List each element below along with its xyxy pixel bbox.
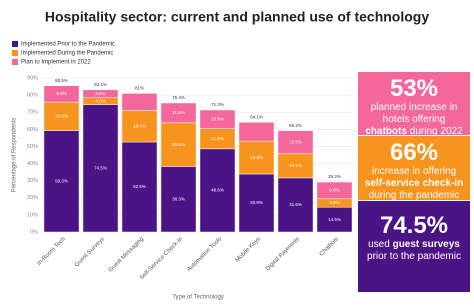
bar-segment — [160, 166, 197, 233]
y-axis-label: Percentage of Respondents — [12, 118, 18, 192]
legend-label: Implemented During the Pandemic — [21, 51, 113, 57]
legend-label: Implemented Prior to the Pandemic — [21, 42, 115, 48]
total-label: 64.1% — [250, 115, 263, 120]
y-tick-label: 20% — [27, 195, 38, 201]
y-tick-label: 50% — [27, 144, 38, 150]
bar-segment — [121, 141, 158, 233]
bar-segment — [82, 104, 119, 233]
value-label: 18.4% — [133, 123, 146, 128]
x-tick-label: Chatbots — [319, 236, 340, 257]
stat-text: planned increase in hotels offering chat… — [362, 102, 466, 138]
legend-label: Plan to Implement in 2022 — [21, 60, 91, 66]
value-label: 11.6% — [172, 110, 184, 115]
total-label: 29.2% — [328, 174, 341, 179]
bar-segment — [43, 85, 80, 103]
x-tick-label: In-Room Tech — [36, 236, 67, 267]
y-tick-label: 80% — [27, 93, 38, 99]
value-label: 31.6% — [289, 202, 302, 207]
bar-segment — [82, 89, 119, 98]
y-tick-label: 0% — [30, 229, 38, 235]
value-label: 74.5% — [94, 165, 107, 170]
value-label: 59.3% — [55, 178, 68, 183]
bar-segment — [199, 109, 236, 129]
total-label: 75.4% — [172, 95, 185, 100]
y-tick-label: 30% — [27, 178, 38, 184]
value-label: 48.6% — [211, 188, 224, 193]
stat-text: used guest surveys prior to the pandemic — [362, 239, 466, 263]
y-tick-label: 40% — [27, 161, 38, 167]
value-label: 19.2% — [250, 155, 263, 160]
x-axis-label: Type of Technology — [172, 295, 224, 301]
value-label: 38.3% — [172, 196, 185, 201]
value-label: 13.5% — [289, 139, 302, 144]
value-label: 10.9% — [211, 117, 224, 122]
stat-text: increase in offering self-service check-… — [362, 166, 466, 202]
value-label: 4.6% — [95, 91, 105, 96]
total-label: 71.3% — [211, 102, 224, 107]
value-label: 9.6% — [56, 91, 66, 96]
stat-text-part: increase in offering — [371, 166, 457, 177]
total-label: 81% — [135, 86, 144, 91]
value-label: 11.8% — [211, 136, 223, 141]
legend-swatch — [12, 41, 18, 47]
stat-text-part: used — [368, 239, 393, 250]
x-tick-label: Guest Surveys — [74, 236, 106, 268]
bar-segment — [121, 93, 158, 111]
x-tick-label: Self-Service Check-in — [139, 236, 184, 281]
value-label: 33.9% — [250, 200, 263, 205]
bar-segment — [121, 110, 158, 143]
stat-text-part: guest surveys — [392, 239, 460, 250]
bar-segment — [316, 181, 353, 200]
bar-segment — [238, 173, 275, 233]
bar-segment — [43, 130, 80, 233]
stat-number: 66% — [389, 139, 439, 166]
y-tick-label: 10% — [27, 212, 38, 218]
stat-text-part: self-service check-in — [364, 178, 464, 189]
bar-segment — [316, 206, 353, 233]
bar-segment — [199, 148, 236, 233]
stat-text-part: during the pandemic — [368, 190, 460, 201]
chart-title: Hospitality sector: current and planned … — [45, 9, 429, 25]
stat-text-part: chatbots — [365, 126, 408, 137]
bar-segment — [277, 153, 314, 179]
value-label: 16.6% — [55, 114, 68, 119]
value-label: 4.9% — [329, 200, 339, 205]
value-label: 25.5% — [172, 142, 185, 147]
x-tick-label: Mobile Keys — [235, 236, 262, 263]
y-tick-label: 60% — [27, 127, 38, 133]
value-label: 14.5% — [328, 217, 341, 222]
total-label: 59.2% — [289, 123, 302, 128]
value-label: 4.0% — [95, 98, 105, 103]
bar-segment — [160, 102, 197, 124]
x-tick-label: Guest Messaging — [108, 236, 145, 273]
y-tick-label: 70% — [27, 110, 38, 116]
stat-number: 74.5% — [379, 212, 449, 239]
total-label: 85.5% — [55, 78, 68, 83]
value-label: 14.1% — [289, 163, 302, 168]
stat-number: 53% — [389, 75, 439, 102]
stat-text-part: planned increase in hotels offering — [370, 102, 458, 125]
legend-swatch — [12, 50, 18, 56]
x-tick-label: Digital Payments — [265, 236, 301, 272]
y-tick-label: 90% — [27, 75, 38, 81]
bar-segment — [277, 177, 314, 233]
bar-segment — [160, 122, 197, 167]
bar-segment — [277, 130, 314, 155]
stat-panel: 74.5% used guest surveys prior to the pan… — [358, 201, 470, 292]
stat-panel: 66% increase in offering self-service che… — [358, 136, 470, 202]
stat-text-part: prior to the pandemic — [367, 251, 461, 262]
stat-panel: 53% planned increase in hotels offering c… — [358, 72, 470, 138]
total-label: 83.1% — [94, 82, 107, 87]
value-label: 9.8% — [329, 188, 339, 193]
bar-segment — [238, 122, 275, 142]
value-label: 52.6% — [133, 184, 146, 189]
legend-swatch — [12, 59, 18, 65]
x-tick-label: Automation Tools — [186, 236, 223, 273]
stat-text-part: during 2022 — [407, 126, 463, 137]
